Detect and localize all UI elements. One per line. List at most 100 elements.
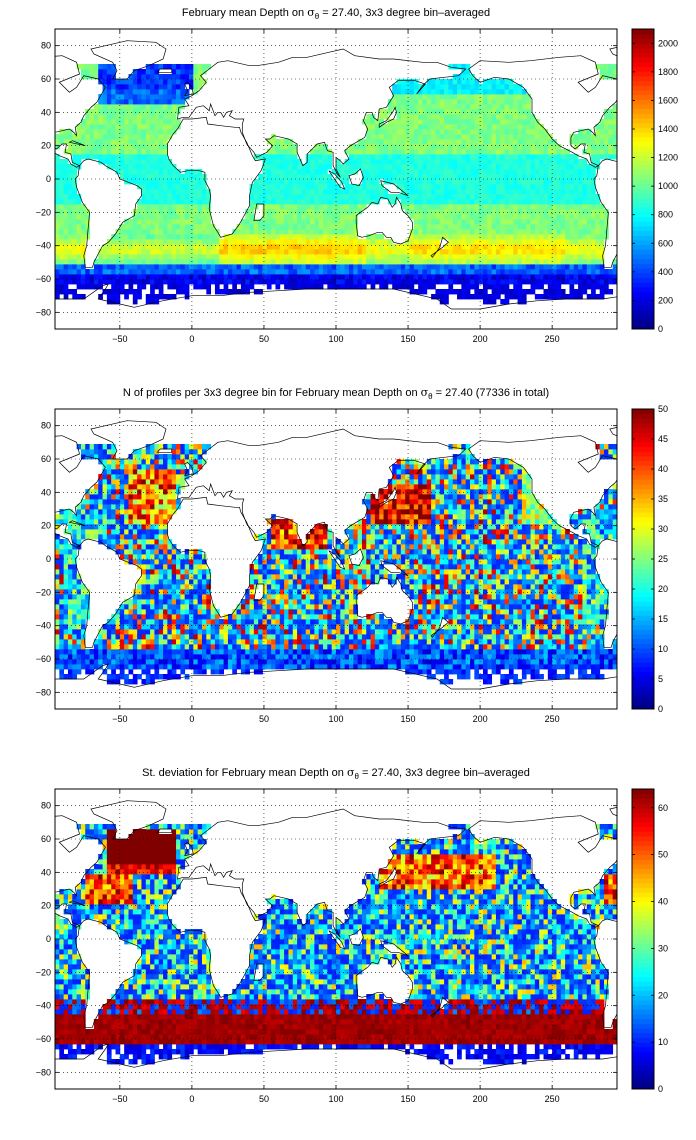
data-cell bbox=[154, 69, 160, 75]
data-cell bbox=[297, 159, 302, 165]
data-cell bbox=[80, 604, 86, 610]
data-cell bbox=[439, 279, 445, 285]
data-cell bbox=[106, 469, 112, 475]
data-cell bbox=[435, 104, 441, 110]
data-cell bbox=[128, 119, 134, 125]
data-cell bbox=[348, 194, 354, 200]
data-cell bbox=[150, 219, 155, 225]
data-cell bbox=[487, 214, 493, 220]
data-cell bbox=[331, 194, 337, 200]
data-cell bbox=[154, 64, 160, 70]
data-cell bbox=[387, 169, 393, 175]
data-cell bbox=[439, 259, 445, 265]
data-cell bbox=[124, 294, 129, 300]
data-cell bbox=[491, 184, 497, 190]
data-cell bbox=[124, 289, 129, 295]
data-cell bbox=[197, 269, 203, 275]
data-cell bbox=[201, 244, 207, 250]
data-cell bbox=[392, 159, 397, 165]
data-cell bbox=[426, 99, 432, 105]
data-cell bbox=[180, 174, 186, 180]
data-cell bbox=[495, 134, 501, 140]
colorbar-segment bbox=[632, 263, 654, 269]
data-cell bbox=[240, 239, 246, 245]
data-cell bbox=[150, 124, 155, 130]
data-cell bbox=[292, 249, 298, 255]
data-cell bbox=[439, 124, 445, 130]
data-cell bbox=[474, 269, 480, 275]
data-cell bbox=[482, 259, 488, 265]
data-cell bbox=[482, 284, 488, 290]
data-cell bbox=[163, 164, 168, 170]
data-cell bbox=[124, 604, 129, 610]
data-cell bbox=[275, 254, 281, 260]
data-cell bbox=[288, 214, 294, 220]
data-cell bbox=[573, 134, 579, 140]
data-cell bbox=[591, 134, 596, 140]
data-cell bbox=[128, 534, 134, 540]
data-cell bbox=[98, 94, 103, 100]
data-cell bbox=[431, 274, 436, 280]
data-cell bbox=[85, 529, 90, 535]
data-cell bbox=[137, 654, 142, 660]
data-cell bbox=[111, 149, 116, 155]
data-cell bbox=[253, 219, 259, 225]
data-cell bbox=[327, 229, 333, 235]
data-cell bbox=[163, 124, 168, 130]
data-cell bbox=[452, 109, 458, 115]
data-cell bbox=[245, 259, 250, 265]
data-cell bbox=[405, 174, 410, 180]
data-cell bbox=[591, 284, 596, 290]
data-cell bbox=[422, 119, 428, 125]
data-cell bbox=[67, 674, 73, 680]
data-cell bbox=[72, 224, 78, 230]
data-cell bbox=[197, 194, 203, 200]
data-cell bbox=[137, 579, 142, 585]
data-cell bbox=[193, 204, 199, 210]
data-cell bbox=[124, 259, 129, 265]
data-cell bbox=[552, 229, 557, 235]
data-cell bbox=[115, 299, 121, 305]
data-cell bbox=[305, 189, 311, 195]
data-cell bbox=[271, 169, 276, 175]
data-cell bbox=[491, 154, 497, 160]
data-cell bbox=[396, 259, 402, 265]
data-cell bbox=[595, 229, 601, 235]
data-cell bbox=[145, 69, 151, 75]
data-cell bbox=[366, 234, 371, 240]
data-cell bbox=[85, 604, 90, 610]
data-cell bbox=[340, 179, 346, 185]
data-cell bbox=[474, 179, 480, 185]
data-cell bbox=[422, 84, 428, 90]
data-cell bbox=[253, 184, 259, 190]
data-cell bbox=[214, 249, 220, 255]
data-cell bbox=[85, 209, 90, 215]
data-cell bbox=[604, 129, 609, 135]
data-cell bbox=[271, 204, 276, 210]
data-cell bbox=[482, 174, 488, 180]
data-cell bbox=[556, 279, 562, 285]
data-cell bbox=[439, 104, 445, 110]
data-cell bbox=[482, 299, 488, 305]
data-cell bbox=[357, 194, 363, 200]
data-cell bbox=[457, 264, 462, 270]
data-cell bbox=[565, 189, 570, 195]
data-cell bbox=[197, 84, 203, 90]
data-cell bbox=[327, 224, 333, 230]
data-cell bbox=[379, 184, 384, 190]
data-cell bbox=[582, 279, 588, 285]
data-cell bbox=[457, 109, 462, 115]
data-cell bbox=[431, 84, 436, 90]
data-cell bbox=[279, 259, 285, 265]
data-cell bbox=[141, 274, 147, 280]
data-cell bbox=[176, 84, 181, 90]
data-cell bbox=[491, 104, 497, 110]
data-cell bbox=[150, 89, 155, 95]
data-cell bbox=[504, 119, 510, 125]
data-cell bbox=[327, 179, 333, 185]
data-cell bbox=[435, 124, 441, 130]
data-cell bbox=[409, 89, 415, 95]
data-cell bbox=[141, 264, 147, 270]
data-cell bbox=[565, 184, 570, 190]
data-cell bbox=[565, 279, 570, 285]
